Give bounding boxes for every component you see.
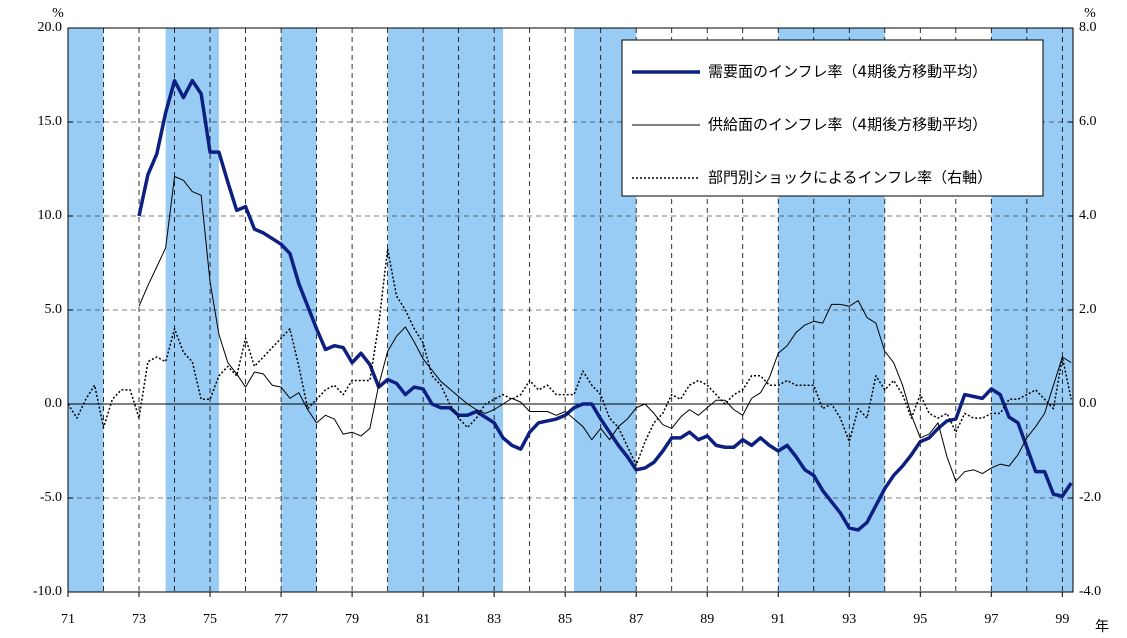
x-tick-label: 95: [913, 612, 927, 627]
x-tick-label: 91: [771, 612, 785, 627]
y2-unit: %: [1084, 6, 1096, 21]
x-tick-label: 97: [984, 612, 998, 627]
y-unit: %: [52, 6, 64, 21]
y2-tick-label: 2.0: [1079, 302, 1097, 317]
y2-tick-label: 8.0: [1079, 20, 1097, 35]
y-tick-label: 0.0: [45, 396, 63, 411]
x-tick-label: 79: [345, 612, 359, 627]
y-tick-label: 5.0: [45, 302, 63, 317]
x-tick-label: 71: [61, 612, 75, 627]
legend-label: 需要面のインフレ率（4期後方移動平均）: [708, 63, 987, 81]
series-line: [137, 78, 1073, 532]
x-tick-label: 83: [487, 612, 501, 627]
x-tick-label: 93: [842, 612, 856, 627]
x-tick-label: 77: [274, 612, 288, 627]
y2-tick-label: -4.0: [1079, 584, 1101, 599]
x-tick-label: 81: [416, 612, 430, 627]
x-unit: 年: [1095, 619, 1109, 635]
legend-label: 部門別ショックによるインフレ率（右軸）: [708, 169, 992, 187]
shaded-band: [165, 28, 219, 592]
plot-frame: [67, 27, 1074, 593]
x-tick-label: 99: [1055, 612, 1069, 627]
series-line: [138, 176, 1072, 482]
x-tick-label: 75: [203, 612, 217, 627]
y-tick-label: 20.0: [38, 20, 63, 35]
x-tick-label: 85: [558, 612, 572, 627]
y2-tick-label: 6.0: [1079, 114, 1097, 129]
y-tick-label: 15.0: [38, 114, 63, 129]
y2-tick-label: 4.0: [1079, 208, 1097, 223]
y-tick-label: -5.0: [40, 490, 62, 505]
x-tick-label: 87: [629, 612, 643, 627]
x-tick-label: 89: [700, 612, 714, 627]
x-tick-label: 73: [132, 612, 146, 627]
y-tick-label: -10.0: [33, 584, 62, 599]
y2-tick-label: 0.0: [1079, 396, 1097, 411]
legend-label: 供給面のインフレ率（4期後方移動平均）: [708, 116, 987, 134]
legend: 需要面のインフレ率（4期後方移動平均） 供給面のインフレ率（4期後方移動平均） 部門…: [621, 39, 1044, 197]
legend-box: [621, 39, 1044, 197]
y2-tick-label: -2.0: [1079, 490, 1101, 505]
y-tick-label: 10.0: [38, 208, 63, 223]
